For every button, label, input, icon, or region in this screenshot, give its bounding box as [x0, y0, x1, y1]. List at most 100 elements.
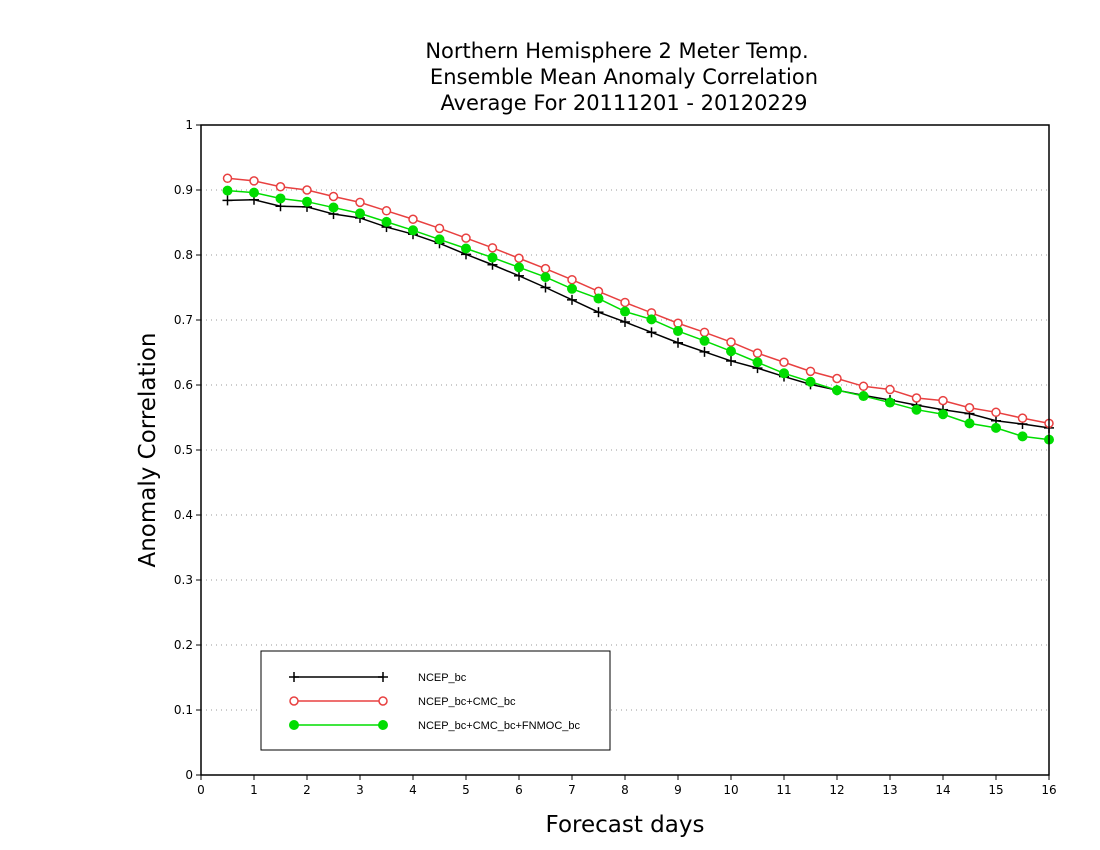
data-point [593, 307, 604, 318]
x-tick-label: 15 [988, 783, 1003, 797]
legend-label: NCEP_bc [418, 672, 467, 684]
x-axis: 0 1 2 3 4 5 6 7 8 9 10 11 12 13 14 15 16 [197, 775, 1057, 797]
data-point [381, 216, 392, 227]
grid [201, 189, 1049, 711]
data-point [805, 376, 816, 387]
y-tick-label: 0 [185, 768, 193, 782]
y-tick-label: 0.8 [174, 248, 193, 262]
data-point [620, 316, 630, 327]
x-tick-label: 8 [621, 783, 629, 797]
legend-marker [378, 672, 388, 682]
y-tick-label: 0.4 [174, 508, 193, 522]
data-point [832, 385, 842, 396]
data-point [302, 196, 312, 207]
y-tick-label: 0.1 [174, 703, 193, 717]
x-tick-label: 3 [356, 783, 364, 797]
x-tick-label: 6 [515, 783, 523, 797]
series-3 [222, 185, 1054, 445]
x-tick-label: 1 [250, 783, 258, 797]
data-point [222, 173, 233, 184]
x-tick-label: 12 [829, 783, 844, 797]
data-point [752, 357, 763, 368]
series-group [222, 173, 1054, 445]
data-point [381, 206, 392, 216]
data-point [434, 234, 445, 245]
y-tick-label: 0.5 [174, 443, 193, 457]
data-point [938, 395, 948, 406]
data-point [487, 252, 498, 263]
data-point [620, 297, 630, 308]
x-tick-label: 11 [776, 783, 791, 797]
series-2 [222, 173, 1054, 429]
y-tick-label: 0.9 [174, 183, 193, 197]
data-point [858, 391, 869, 402]
data-point [779, 368, 789, 379]
data-point [275, 182, 286, 192]
data-point [858, 381, 869, 392]
data-point [514, 253, 524, 263]
data-point [249, 187, 259, 198]
data-point [752, 348, 763, 358]
legend: NCEP_bc NCEP_bc+CMC_bc NCEP_bc+CMC_bc+FNMO… [260, 650, 611, 751]
data-point [461, 233, 471, 243]
x-tick-label: 7 [568, 783, 576, 797]
y-tick-label: 1 [185, 118, 193, 132]
x-tick-label: 4 [409, 783, 417, 797]
x-tick-label: 13 [882, 783, 897, 797]
x-tick-label: 14 [935, 783, 950, 797]
data-point [885, 384, 895, 395]
legend-item: NCEP_bc [289, 672, 467, 684]
data-point [567, 283, 577, 294]
legend-marker [289, 720, 299, 730]
series-line [227, 177, 1050, 425]
data-point [540, 263, 551, 274]
legend-label: NCEP_bc+CMC_bc [418, 696, 516, 708]
data-point [699, 346, 710, 357]
data-point [1017, 431, 1028, 442]
x-tick-label: 9 [674, 783, 682, 797]
data-point [646, 314, 657, 325]
data-point [487, 243, 498, 253]
data-point [249, 176, 259, 186]
data-point [514, 262, 524, 273]
data-point [726, 355, 736, 366]
series-1 [222, 194, 1054, 433]
data-point [805, 366, 816, 377]
data-point [911, 404, 922, 415]
data-point [328, 202, 339, 213]
data-point [567, 294, 577, 305]
data-point [699, 335, 710, 346]
x-tick-label: 2 [303, 783, 311, 797]
data-point [911, 393, 922, 403]
data-point [964, 418, 975, 429]
legend-marker [378, 696, 388, 706]
legend-items: NCEP_bc NCEP_bc+CMC_bc NCEP_bc+CMC_bc+FNMO… [289, 672, 580, 732]
y-tick-label: 0.7 [174, 313, 193, 327]
title-line-3: Average For 20111201 - 20120229 [440, 91, 807, 115]
data-point [726, 337, 736, 347]
data-point [646, 327, 657, 338]
data-point [408, 225, 418, 236]
x-tick-label: 16 [1041, 783, 1056, 797]
data-point [540, 282, 551, 293]
data-point [593, 293, 604, 304]
y-axis-label: Anomaly Correlation [135, 332, 161, 567]
data-point [991, 407, 1001, 418]
data-point [355, 208, 365, 219]
data-point [832, 373, 842, 384]
data-point [699, 327, 710, 338]
data-point [964, 403, 975, 413]
data-point [408, 214, 418, 224]
data-point [673, 337, 683, 348]
y-tick-label: 0.2 [174, 638, 193, 652]
legend-label: NCEP_bc+CMC_bc+FNMOC_bc [418, 720, 580, 732]
data-point [434, 223, 445, 234]
data-point [514, 270, 524, 281]
data-point [302, 185, 312, 195]
y-tick-label: 0.6 [174, 378, 193, 392]
data-point [222, 195, 233, 206]
x-tick-label: 5 [462, 783, 470, 797]
data-point [328, 191, 339, 202]
data-point [885, 397, 895, 408]
